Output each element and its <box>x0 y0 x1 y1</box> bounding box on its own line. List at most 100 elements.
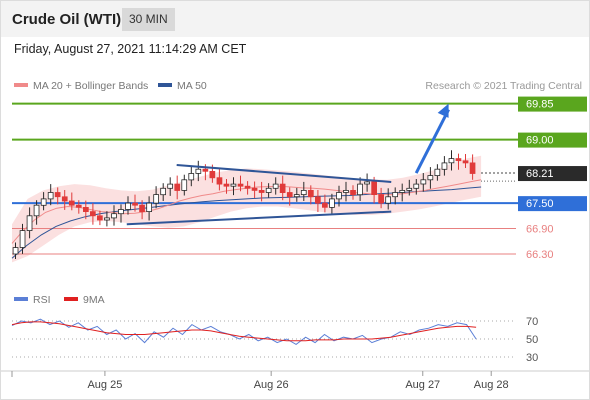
candle-body <box>47 192 54 200</box>
credit-text: Research © 2021 Trading Central <box>425 80 582 92</box>
candle-body <box>455 158 462 162</box>
candle-body <box>83 206 89 212</box>
candle-body <box>392 192 399 198</box>
candle-body <box>223 183 230 187</box>
interval-button[interactable]: 30 MIN <box>122 8 175 31</box>
candle-body <box>104 217 110 221</box>
level-label-68.21: 68.21 <box>526 168 554 180</box>
candle-body <box>26 215 33 232</box>
candle-body <box>378 194 385 204</box>
candle-body <box>434 168 441 176</box>
ma20-label: MA 20 + Bollinger Bands <box>33 80 149 92</box>
rsi-tick-label: 50 <box>526 334 538 346</box>
rsi-label: RSI <box>33 294 51 306</box>
candle-body <box>68 200 75 206</box>
candle-body <box>118 209 124 215</box>
candle-body <box>230 183 237 187</box>
candle-body <box>54 192 61 198</box>
trendline-2 <box>126 210 392 226</box>
candle-body <box>385 196 392 204</box>
level-box-69.00 <box>518 132 587 148</box>
candle-body <box>343 189 349 193</box>
candle-body <box>469 162 476 174</box>
rsi-series-9ma <box>11 321 477 342</box>
candle-body <box>427 175 434 181</box>
level-label-66.90: 66.90 <box>526 224 554 236</box>
candle-body <box>181 179 188 191</box>
candle-body <box>75 204 82 208</box>
candle-body <box>167 183 173 189</box>
level-label-69.00: 69.00 <box>526 135 554 147</box>
candle-body <box>90 211 96 217</box>
x-tick-label: Aug 28 <box>474 379 509 391</box>
candle-body <box>329 198 335 208</box>
candle-body <box>153 194 159 204</box>
candle-body <box>293 194 300 198</box>
bollinger-band <box>12 155 482 263</box>
candle-body <box>111 213 117 219</box>
legend-rsi: RSI <box>14 294 51 306</box>
level-label-69.85: 69.85 <box>526 99 554 111</box>
candle-body <box>125 202 131 210</box>
candle-body <box>441 162 448 170</box>
ma50-label: MA 50 <box>177 80 207 92</box>
rsi-series-rsi <box>11 318 477 345</box>
candle-body <box>195 168 202 174</box>
candle-body <box>12 247 19 255</box>
candle-body <box>321 202 328 208</box>
9ma-swatch <box>64 297 78 302</box>
candle-body <box>371 181 378 195</box>
x-tick-label: Aug 26 <box>254 379 289 391</box>
rsi-swatch <box>14 297 28 302</box>
candle-body <box>132 202 138 206</box>
candle-body <box>146 202 152 213</box>
projection-arrow-shaft <box>414 108 450 174</box>
candle-body <box>251 187 258 191</box>
projection-arrow-head <box>437 103 449 118</box>
trendline-1 <box>176 164 392 183</box>
x-tick-label: Aug 27 <box>405 379 440 391</box>
candle-body <box>97 215 103 221</box>
candle-body <box>139 204 145 212</box>
candle-body <box>399 189 406 193</box>
candle-body <box>336 192 342 200</box>
rsi-tick-label: 30 <box>526 352 538 364</box>
candle-body <box>258 189 265 193</box>
candle-body <box>265 187 272 193</box>
ma20-swatch <box>14 83 28 88</box>
level-box-69.85 <box>518 96 587 112</box>
candle-body <box>40 198 47 206</box>
x-tick-label: Aug 25 <box>87 379 122 391</box>
candle-body <box>174 183 181 191</box>
level-box-67.50 <box>518 196 587 212</box>
candle-body <box>413 183 420 189</box>
candle-body <box>406 187 413 191</box>
candle-body <box>244 185 251 189</box>
candle-body <box>448 158 455 164</box>
chart-header: Crude Oil (WTI) 30 MIN <box>1 1 589 37</box>
level-box-68.21 <box>518 166 587 182</box>
rsi-tick-label: 70 <box>526 316 538 328</box>
candle-body <box>202 168 209 172</box>
candle-body <box>188 173 195 181</box>
candle-body <box>160 187 166 196</box>
candle-body <box>286 192 293 198</box>
candle-body <box>462 160 469 164</box>
candle-body <box>237 183 244 187</box>
candle-body <box>216 177 223 185</box>
legend-ma20: MA 20 + Bollinger Bands <box>14 80 148 92</box>
level-label-67.50: 67.50 <box>526 198 554 210</box>
candle-body <box>420 179 427 185</box>
candle-body <box>307 189 314 198</box>
timestamp: Friday, August 27, 2021 11:14:29 AM CET <box>14 42 247 56</box>
candle-body <box>279 183 286 194</box>
level-label-66.30: 66.30 <box>526 249 554 261</box>
candle-body <box>364 181 370 185</box>
instrument-title: Crude Oil (WTI) <box>12 11 122 28</box>
candle-body <box>61 196 68 202</box>
ma50-swatch <box>158 83 172 88</box>
9ma-label: 9MA <box>83 294 105 306</box>
candle-body <box>209 170 216 179</box>
